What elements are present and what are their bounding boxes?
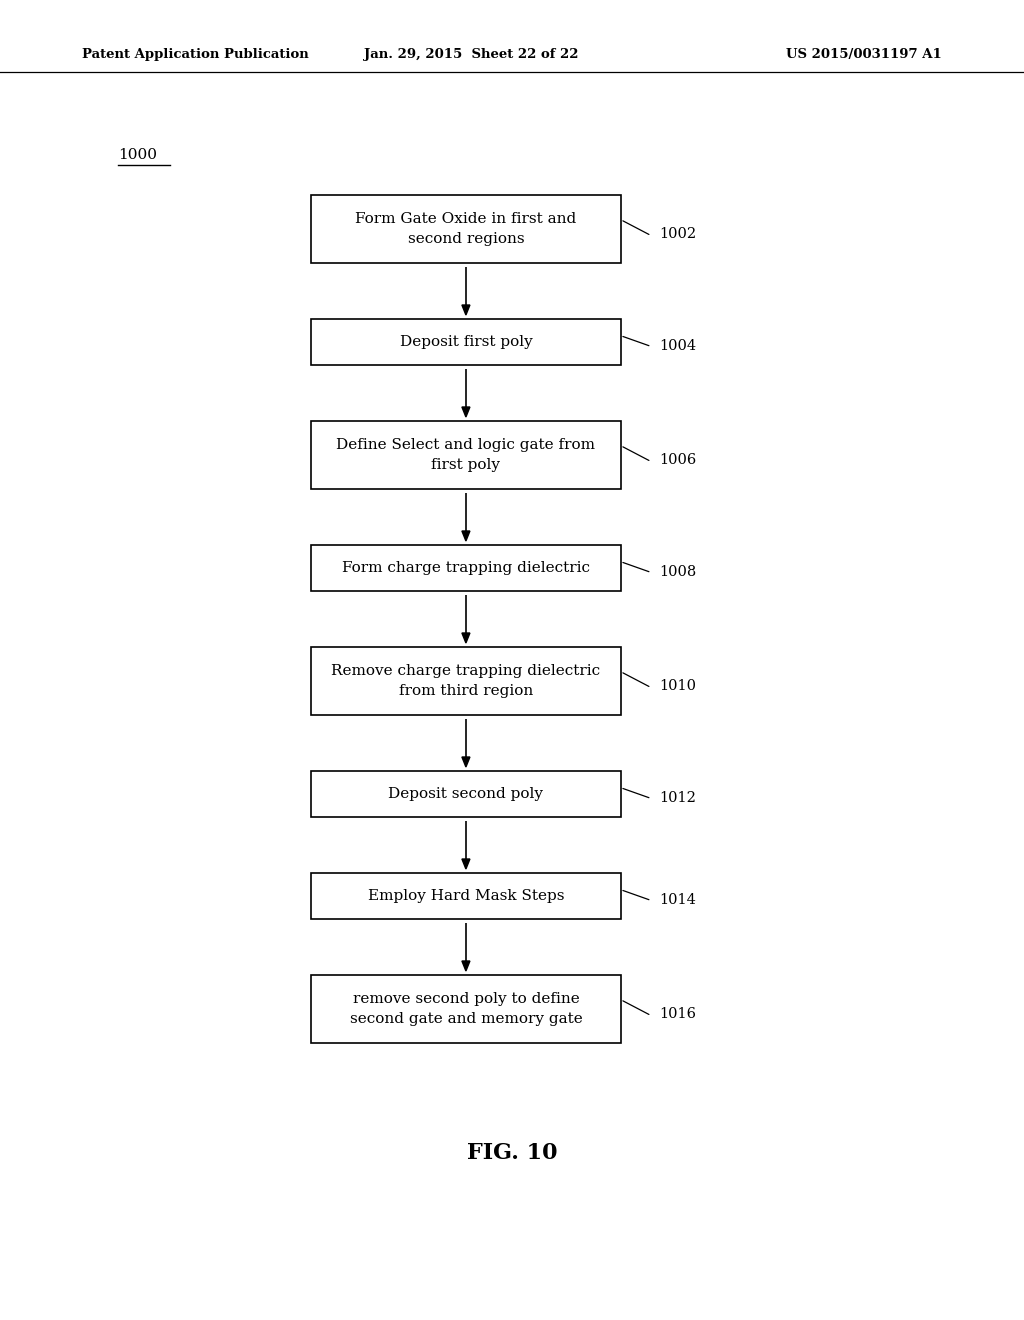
Text: 1002: 1002 <box>658 227 696 242</box>
Polygon shape <box>462 407 470 417</box>
Polygon shape <box>462 756 470 767</box>
Text: 1008: 1008 <box>658 565 696 578</box>
Bar <box>311 195 621 263</box>
Text: 1016: 1016 <box>658 1007 696 1022</box>
Bar <box>311 873 621 919</box>
Bar <box>311 319 621 366</box>
Text: Deposit second poly: Deposit second poly <box>388 787 544 801</box>
Bar <box>311 647 621 715</box>
Text: Patent Application Publication: Patent Application Publication <box>82 48 309 61</box>
Polygon shape <box>462 634 470 643</box>
Polygon shape <box>462 305 470 315</box>
Bar <box>311 421 621 488</box>
Text: 1004: 1004 <box>658 339 696 352</box>
Bar <box>311 545 621 591</box>
Text: FIG. 10: FIG. 10 <box>467 1142 557 1164</box>
Text: Form charge trapping dielectric: Form charge trapping dielectric <box>342 561 590 576</box>
Text: Employ Hard Mask Steps: Employ Hard Mask Steps <box>368 888 564 903</box>
Text: remove second poly to define
second gate and memory gate: remove second poly to define second gate… <box>349 993 583 1026</box>
Text: 1012: 1012 <box>658 791 695 805</box>
Text: Jan. 29, 2015  Sheet 22 of 22: Jan. 29, 2015 Sheet 22 of 22 <box>364 48 579 61</box>
Text: Define Select and logic gate from
first poly: Define Select and logic gate from first … <box>337 438 595 471</box>
Bar <box>311 975 621 1043</box>
Polygon shape <box>462 531 470 541</box>
Polygon shape <box>462 859 470 869</box>
Text: 1000: 1000 <box>118 148 157 162</box>
Bar <box>311 771 621 817</box>
Text: Form Gate Oxide in first and
second regions: Form Gate Oxide in first and second regi… <box>355 213 577 246</box>
Text: 1014: 1014 <box>658 892 695 907</box>
Text: Deposit first poly: Deposit first poly <box>399 335 532 348</box>
Text: 1010: 1010 <box>658 680 696 693</box>
Text: Remove charge trapping dielectric
from third region: Remove charge trapping dielectric from t… <box>332 664 600 698</box>
Text: 1006: 1006 <box>658 454 696 467</box>
Polygon shape <box>462 961 470 972</box>
Text: US 2015/0031197 A1: US 2015/0031197 A1 <box>786 48 942 61</box>
